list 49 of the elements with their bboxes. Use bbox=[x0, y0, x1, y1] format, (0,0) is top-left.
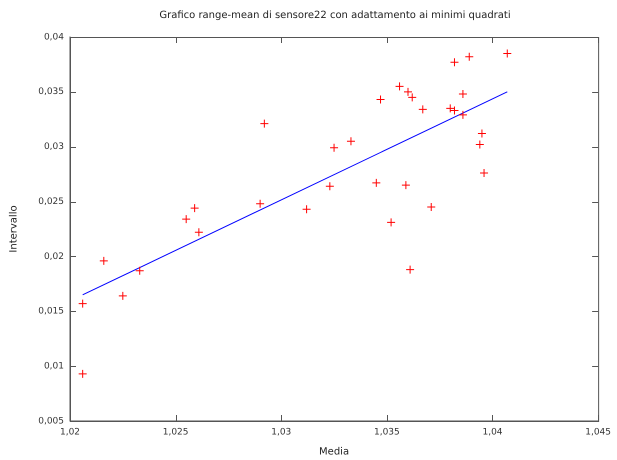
point bbox=[450, 106, 459, 116]
y-tick-label: 0,035 bbox=[38, 87, 64, 98]
point bbox=[386, 218, 396, 227]
point bbox=[458, 90, 468, 99]
point bbox=[458, 110, 468, 120]
y-tick-label: 0,01 bbox=[44, 361, 64, 372]
y-tick-label: 0,025 bbox=[38, 196, 64, 207]
chart-title: Grafico range-mean di sensore22 con adattamento ai minimi quadrati bbox=[158, 10, 512, 21]
point bbox=[182, 214, 191, 224]
x-tick-label: 1,03 bbox=[271, 428, 292, 438]
point bbox=[401, 180, 410, 190]
x-axis-title: Media bbox=[319, 446, 350, 458]
point bbox=[406, 265, 415, 274]
point bbox=[190, 204, 200, 213]
x-tick-label: 1,02 bbox=[60, 428, 80, 438]
point bbox=[78, 369, 88, 378]
point bbox=[426, 202, 436, 212]
point bbox=[376, 95, 386, 104]
point bbox=[446, 104, 455, 113]
point bbox=[477, 129, 486, 138]
point bbox=[475, 140, 484, 150]
point bbox=[372, 178, 381, 188]
point bbox=[260, 119, 269, 128]
x-tick-label: 1,045 bbox=[585, 428, 611, 438]
point bbox=[99, 256, 108, 266]
y-tick-label: 0,04 bbox=[44, 32, 64, 42]
point bbox=[330, 143, 339, 152]
y-tick-label: 0,02 bbox=[44, 252, 64, 262]
point bbox=[118, 291, 128, 300]
point bbox=[464, 52, 474, 62]
point bbox=[418, 104, 428, 114]
point bbox=[502, 48, 512, 58]
x-tick-label: 1,035 bbox=[374, 428, 400, 438]
point bbox=[480, 168, 489, 178]
point bbox=[78, 299, 88, 308]
point bbox=[325, 182, 334, 191]
y-axis-title: Intervallo bbox=[8, 205, 20, 253]
point bbox=[346, 136, 356, 146]
point bbox=[302, 204, 312, 214]
y-tick-label: 0,015 bbox=[38, 306, 64, 317]
point bbox=[450, 58, 459, 67]
point bbox=[194, 228, 204, 237]
y-tick-label: 0,03 bbox=[44, 142, 64, 152]
point bbox=[395, 82, 404, 91]
point bbox=[135, 266, 144, 276]
x-tick-label: 1,04 bbox=[482, 428, 503, 438]
x-tick-label: 1,025 bbox=[162, 428, 189, 438]
point bbox=[256, 199, 265, 208]
y-tick-label: 0,005 bbox=[38, 416, 64, 426]
